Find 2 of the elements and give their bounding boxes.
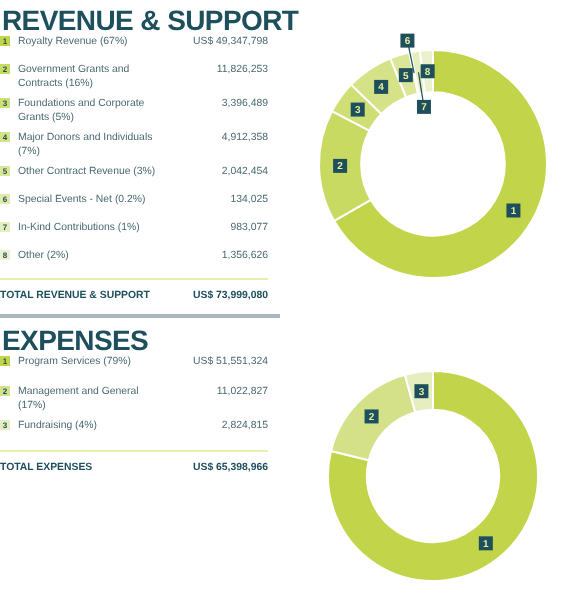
chart-title: REVENUE & SUPPORT	[2, 4, 299, 36]
chart-title: EXPENSES	[2, 324, 149, 356]
